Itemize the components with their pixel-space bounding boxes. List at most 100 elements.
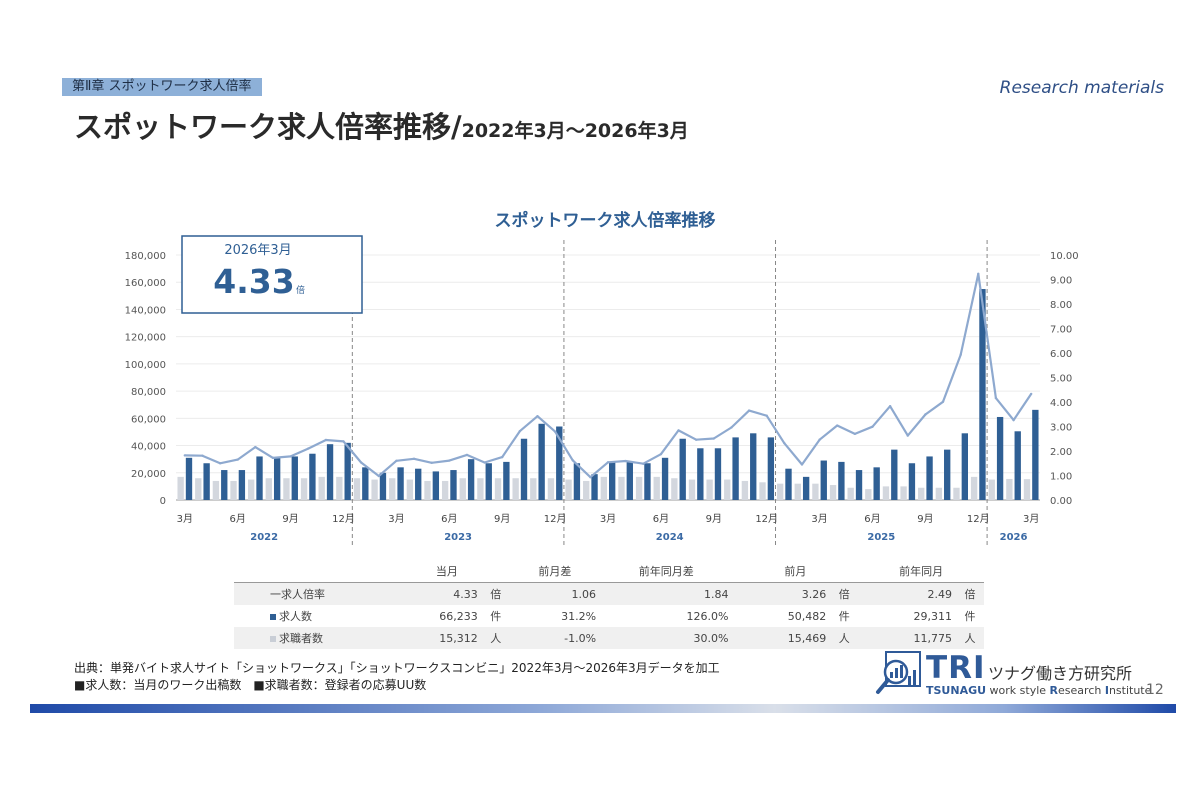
ratio-point bbox=[606, 461, 610, 464]
job-bar bbox=[291, 456, 298, 500]
x-tick-label: 9月 bbox=[917, 513, 933, 525]
seeker-bar bbox=[953, 487, 960, 500]
job-bar bbox=[996, 416, 1004, 500]
seeker-bar bbox=[1006, 478, 1013, 500]
ratio-point bbox=[483, 461, 486, 464]
x-tick-label: 3月 bbox=[600, 513, 616, 525]
summary-header-yoy: 前年同月差 bbox=[600, 560, 733, 583]
summary-label: 求職者数 bbox=[234, 627, 384, 649]
job-bar bbox=[238, 470, 246, 500]
job-bar bbox=[785, 468, 792, 500]
summary-header-current: 当月 bbox=[384, 560, 510, 583]
ratio-point bbox=[977, 272, 980, 276]
x-tick-label: 12月 bbox=[332, 513, 355, 525]
job-bar bbox=[309, 453, 316, 500]
seeker-bar bbox=[247, 479, 255, 500]
seeker-bar bbox=[441, 480, 449, 500]
ratio-point bbox=[730, 426, 733, 429]
summary-cell: 31.2% bbox=[561, 609, 597, 623]
left-tick-label: 0 bbox=[160, 496, 166, 507]
ratio-point bbox=[289, 455, 292, 458]
ratio-point bbox=[236, 458, 239, 461]
job-bar bbox=[221, 470, 228, 500]
ratio-point bbox=[694, 438, 698, 441]
job-bar bbox=[697, 448, 704, 500]
seekers-swatch bbox=[270, 636, 276, 642]
ratio-point bbox=[518, 429, 522, 433]
jobs-swatch bbox=[270, 614, 276, 620]
seeker-bar bbox=[477, 478, 484, 500]
summary-unit: 倍 bbox=[956, 582, 984, 605]
right-tick-label: 10.00 bbox=[1050, 251, 1079, 262]
ratio-point bbox=[712, 437, 715, 440]
summary-unit: 倍 bbox=[830, 582, 859, 605]
year-label: 2024 bbox=[656, 532, 684, 543]
job-bar bbox=[838, 461, 845, 500]
x-tick-label: 6月 bbox=[230, 513, 246, 525]
ratio-point bbox=[924, 413, 927, 416]
seeker-bar bbox=[265, 478, 272, 500]
seeker-bar bbox=[865, 489, 872, 500]
job-bar bbox=[450, 470, 457, 500]
ratio-point bbox=[307, 447, 310, 450]
ratio-point bbox=[377, 474, 380, 478]
job-bar bbox=[432, 471, 440, 500]
seeker-bar bbox=[759, 482, 766, 500]
right-tick-label: 7.00 bbox=[1050, 325, 1072, 336]
job-bar bbox=[538, 423, 545, 500]
seeker-bar bbox=[635, 476, 643, 500]
right-tick-label: 2.00 bbox=[1050, 447, 1072, 458]
left-tick-label: 120,000 bbox=[125, 333, 166, 344]
callout-date: 2026年3月 bbox=[224, 243, 291, 258]
ratio-point bbox=[642, 462, 645, 465]
ratio-point bbox=[888, 404, 892, 408]
seeker-bar bbox=[300, 478, 308, 500]
callout-value: 4.33 bbox=[213, 262, 294, 301]
summary-unit: 件 bbox=[490, 610, 502, 623]
seeker-bar bbox=[177, 476, 184, 500]
ratio-point bbox=[465, 453, 469, 457]
right-tick-label: 6.00 bbox=[1050, 349, 1072, 360]
seeker-bar bbox=[618, 476, 625, 500]
summary-header-prev-year: 前年同月 bbox=[858, 560, 984, 583]
left-axis: 0 20,000 40,000 60,000 80,000 100,000 120,000 1… bbox=[125, 251, 166, 507]
slide-title: スポットワーク求人倍率推移/2022年3月～2026年3月 bbox=[74, 104, 689, 146]
seeker-bar bbox=[812, 483, 819, 500]
ratio-point bbox=[412, 457, 416, 461]
job-bar bbox=[485, 463, 492, 500]
left-tick-label: 180,000 bbox=[125, 251, 166, 262]
research-materials-label: Research materials bbox=[999, 78, 1164, 98]
ratio-point bbox=[201, 454, 204, 457]
job-bar bbox=[185, 457, 193, 500]
job-bar bbox=[344, 442, 351, 500]
job-bar bbox=[609, 461, 616, 500]
summary-header-mom: 前月差 bbox=[509, 560, 601, 583]
footnote-source: 出典：単発バイト求人サイト「ショットワークス」「ショットワークスコンビニ」202… bbox=[74, 661, 720, 675]
logo-en-esearch: esearch bbox=[1058, 684, 1102, 697]
job-bar bbox=[661, 457, 669, 500]
right-axis: 0.00 1.00 2.00 3.00 4.00 5.00 6.00 7.00 8.00 9.00… bbox=[1050, 251, 1079, 507]
job-bar bbox=[802, 476, 810, 500]
job-bar bbox=[944, 449, 951, 500]
job-bar bbox=[556, 426, 563, 500]
left-tick-label: 20,000 bbox=[131, 469, 166, 480]
year-label: 2026 bbox=[1000, 532, 1028, 543]
summary-cell: 4.33 bbox=[384, 582, 482, 605]
footnote-definitions: ■求人数：当月のワーク出稿数 ■求職者数：登録者の応募UU数 bbox=[74, 678, 427, 692]
job-bar bbox=[591, 474, 598, 500]
seeker-bar bbox=[530, 478, 537, 500]
seeker-bar bbox=[724, 479, 731, 500]
job-bar bbox=[732, 437, 739, 500]
seeker-bar bbox=[318, 476, 325, 500]
summary-cell: 30.0% bbox=[600, 627, 733, 649]
ratio-point bbox=[183, 454, 187, 457]
ratio-point bbox=[359, 461, 363, 464]
summary-label: 一求人倍率 bbox=[234, 582, 384, 605]
chart-title: スポットワーク求人倍率推移 bbox=[495, 210, 716, 231]
seeker-bar bbox=[583, 480, 590, 500]
ratio-point bbox=[1012, 418, 1015, 422]
ratio-point bbox=[553, 430, 557, 433]
seeker-bar bbox=[547, 478, 555, 500]
seeker-bar bbox=[970, 476, 978, 500]
seeker-bar bbox=[688, 479, 696, 500]
